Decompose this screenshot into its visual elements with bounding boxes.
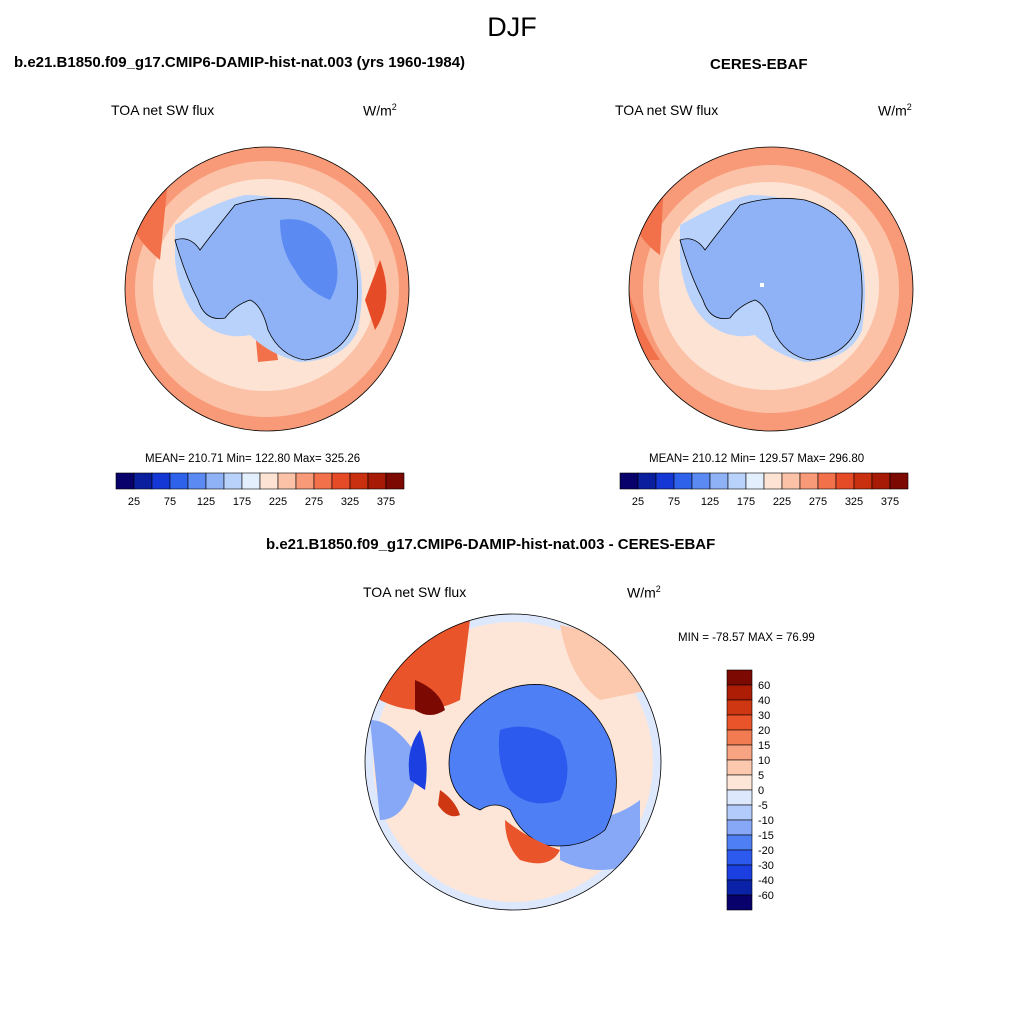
panel-1-colorbar: 25 75 125 175 225 275 325 375 [115, 472, 405, 508]
diff-colorbar-swatch [726, 729, 753, 746]
diff-colorbar-swatch [726, 759, 753, 776]
panel-1-title: b.e21.B1850.f09_g17.CMIP6-DAMIP-hist-nat… [14, 54, 466, 71]
diff-colorbar-swatch [726, 879, 753, 896]
panel-1-colorbar-swatch [241, 472, 261, 490]
panel-2-colorbar-swatch [781, 472, 801, 490]
panel-1-colorbar-swatch [367, 472, 387, 490]
panel-2-colorbar-swatch [871, 472, 891, 490]
panel-1-colorbar-swatch [277, 472, 297, 490]
panel-2-title: CERES-EBAF [710, 56, 808, 73]
panel-1-colorbar-swatch [115, 472, 135, 490]
panel-1-colorbar-tick-label: 75 [164, 496, 176, 508]
panel-2-colorbar-swatch [691, 472, 711, 490]
diff-colorbar-swatch [726, 669, 753, 686]
diff-panel-variable: TOA net SW flux [363, 584, 467, 600]
panel-2-colorbar-swatch [889, 472, 909, 490]
diff-colorbar-tick-label: 60 [758, 680, 770, 692]
panel-1-units: W/m2 [363, 102, 397, 119]
diff-colorbar-swatch [726, 894, 753, 911]
panel-1-colorbar-swatch [331, 472, 351, 490]
diff-panel-map [364, 613, 662, 911]
panel-2-colorbar-swatch [637, 472, 657, 490]
diff-colorbar-swatch [726, 744, 753, 761]
panel-2-colorbar-swatch [799, 472, 819, 490]
panel-2-colorbar-tick-label: 375 [881, 496, 899, 508]
diff-colorbar-tick-label: 10 [758, 755, 770, 767]
panel-1-variable: TOA net SW flux [111, 102, 215, 118]
panel-2-colorbar-swatch [727, 472, 747, 490]
panel-1-colorbar-tick-label: 225 [269, 496, 287, 508]
diff-colorbar-swatch [726, 849, 753, 866]
diff-colorbar-swatch [726, 864, 753, 881]
panel-2-colorbar: 25 75 125 175 225 275 325 375 [619, 472, 909, 508]
panel-2-colorbar-tick-label: 75 [668, 496, 680, 508]
panel-2-colorbar-swatch [817, 472, 837, 490]
diff-colorbar-swatch [726, 774, 753, 791]
panel-2-colorbar-swatch [745, 472, 765, 490]
panel-2-colorbar-tick-label: 225 [773, 496, 791, 508]
panel-1-colorbar-tick-label: 175 [233, 496, 251, 508]
panel-2-colorbar-tick-label: 125 [701, 496, 719, 508]
diff-colorbar-tick-label: -20 [758, 845, 774, 857]
panel-1-colorbar-swatch [313, 472, 333, 490]
panel-2-colorbar-swatch [709, 472, 729, 490]
diff-colorbar-swatch [726, 699, 753, 716]
diff-panel-title: b.e21.B1850.f09_g17.CMIP6-DAMIP-hist-nat… [266, 536, 716, 553]
panel-2-colorbar-swatch [853, 472, 873, 490]
diff-colorbar-tick-label: 0 [758, 785, 764, 797]
panel-1-colorbar-tick-label: 25 [128, 496, 140, 508]
diff-colorbar-tick-label: -60 [758, 890, 774, 902]
diff-colorbar-tick-label: 15 [758, 740, 770, 752]
panel-2-colorbar-swatch [619, 472, 639, 490]
diff-colorbar-swatch [726, 804, 753, 821]
diff-panel-units: W/m2 [627, 584, 661, 601]
panel-2-colorbar-swatch [673, 472, 693, 490]
panel-1-colorbar-swatch [169, 472, 189, 490]
diff-panel-stats: MIN = -78.57 MAX = 76.99 [678, 632, 815, 644]
figure-title: DJF [487, 12, 537, 42]
panel-1-colorbar-tick-label: 125 [197, 496, 215, 508]
panel-2-colorbar-tick-label: 325 [845, 496, 863, 508]
diff-colorbar-swatch [726, 684, 753, 701]
panel-2-colorbar-tick-label: 175 [737, 496, 755, 508]
panel-2-variable: TOA net SW flux [615, 102, 719, 118]
diff-colorbar-tick-label: 5 [758, 770, 764, 782]
panel-1-colorbar-swatch [205, 472, 225, 490]
diff-colorbar: 60 40 30 20 15 10 5 0 -5 -10 -15 -20 -30 -40 -60 [726, 669, 774, 911]
panel-1-colorbar-tick-label: 275 [305, 496, 323, 508]
panel-1-colorbar-swatch [259, 472, 279, 490]
panel-2-colorbar-tick-label: 275 [809, 496, 827, 508]
diff-colorbar-tick-label: 30 [758, 710, 770, 722]
diff-colorbar-tick-label: -30 [758, 860, 774, 872]
panel-1-colorbar-swatch [295, 472, 315, 490]
panel-2-colorbar-swatch [835, 472, 855, 490]
diff-colorbar-tick-label: -40 [758, 875, 774, 887]
diff-colorbar-tick-label: -15 [758, 830, 774, 842]
panel-1-colorbar-swatch [223, 472, 243, 490]
diff-colorbar-tick-label: -5 [758, 800, 768, 812]
panel-2-colorbar-swatch [763, 472, 783, 490]
panel-2-colorbar-tick-label: 25 [632, 496, 644, 508]
panel-1-colorbar-swatch [349, 472, 369, 490]
panel-2-units: W/m2 [878, 102, 912, 119]
diff-colorbar-swatch [726, 714, 753, 731]
diff-colorbar-tick-label: -10 [758, 815, 774, 827]
panel-1-map [124, 146, 410, 432]
panel-2-stats: MEAN= 210.12 Min= 129.57 Max= 296.80 [649, 453, 865, 465]
diff-colorbar-swatch [726, 789, 753, 806]
panel-1-colorbar-swatch [133, 472, 153, 490]
panel-2-colorbar-swatch [655, 472, 675, 490]
panel-1-stats: MEAN= 210.71 Min= 122.80 Max= 325.26 [145, 453, 361, 465]
panel-2-map [628, 146, 914, 432]
diff-colorbar-swatch [726, 819, 753, 836]
panel-1-colorbar-tick-label: 375 [377, 496, 395, 508]
panel-1-colorbar-tick-label: 325 [341, 496, 359, 508]
panel-1-colorbar-swatch [187, 472, 207, 490]
panel-1-colorbar-swatch [385, 472, 405, 490]
panel-1-colorbar-swatch [151, 472, 171, 490]
diff-colorbar-tick-label: 20 [758, 725, 770, 737]
diff-colorbar-tick-label: 40 [758, 695, 770, 707]
diff-colorbar-swatch [726, 834, 753, 851]
